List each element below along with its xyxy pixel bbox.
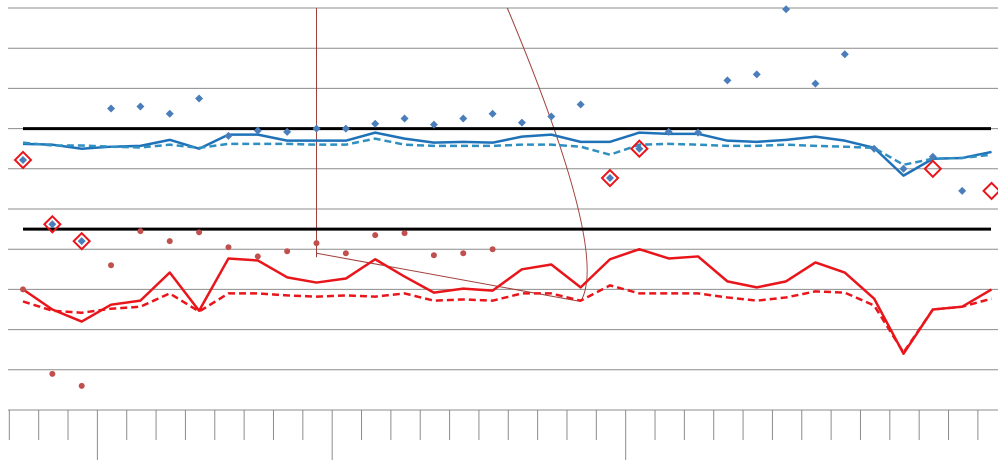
- red-line-series: [22, 247, 993, 355]
- data-point-circle: [254, 253, 261, 260]
- flagged-point-marker: [923, 159, 943, 179]
- data-point-diamond: [77, 237, 86, 246]
- data-point-circle: [196, 229, 203, 236]
- reference-lines: [23, 127, 991, 231]
- data-point-diamond: [752, 70, 761, 79]
- data-point-diamond: [488, 109, 497, 118]
- data-point-diamond: [400, 114, 409, 123]
- data-point-circle: [20, 286, 26, 293]
- annotation-curve: [506, 7, 588, 302]
- data-point-diamond: [928, 152, 937, 161]
- data-point-diamond: [253, 126, 262, 135]
- data-point-circle: [313, 240, 320, 247]
- flagged-point-marker: [982, 181, 998, 201]
- data-point-diamond: [195, 94, 204, 103]
- data-point-diamond: [371, 119, 380, 128]
- data-point-circle: [342, 250, 349, 257]
- data-point-diamond: [429, 120, 438, 129]
- flagged-point-marker: [629, 139, 649, 159]
- data-point-diamond: [723, 76, 732, 85]
- data-point-diamond: [312, 124, 321, 133]
- data-point-circle: [284, 248, 291, 255]
- flagged-point-marker: [72, 231, 92, 251]
- data-point-circle: [372, 232, 379, 239]
- flagged-point-marker: [600, 168, 620, 188]
- data-point-circle: [489, 246, 496, 253]
- data-point-circle: [137, 228, 144, 235]
- annotations: [316, 7, 588, 302]
- x-axis: [8, 409, 998, 460]
- data-point-circle: [401, 230, 408, 237]
- markers-group: [13, 5, 998, 389]
- data-point-diamond: [107, 104, 116, 113]
- data-point-diamond: [165, 109, 174, 118]
- data-point-diamond: [136, 102, 145, 111]
- blue-line-series: [22, 131, 992, 177]
- data-point-diamond: [870, 144, 879, 153]
- data-point-diamond: [899, 164, 908, 173]
- data-point-diamond: [517, 118, 526, 127]
- data-point-diamond: [48, 220, 57, 229]
- data-point-diamond: [224, 131, 233, 140]
- data-point-diamond: [811, 79, 820, 88]
- blue-dashed-series: [22, 137, 992, 167]
- data-point-diamond: [958, 186, 967, 195]
- data-point-diamond: [576, 100, 585, 109]
- data-point-diamond: [606, 174, 614, 183]
- data-point-circle: [108, 262, 115, 269]
- data-point-circle: [166, 238, 173, 245]
- data-point-circle: [460, 250, 467, 257]
- data-point-circle: [49, 370, 56, 377]
- data-point-diamond: [341, 124, 350, 133]
- red-dashed-series: [22, 284, 992, 354]
- data-point-diamond: [635, 144, 644, 153]
- data-point-diamond: [459, 114, 468, 123]
- data-point-circle: [430, 252, 437, 259]
- data-point-circle: [225, 244, 232, 251]
- data-point-circle: [78, 382, 85, 389]
- series-group: [22, 131, 993, 355]
- data-point-diamond: [283, 127, 292, 136]
- flagged-point-marker: [42, 214, 62, 234]
- data-point-diamond: [547, 112, 556, 121]
- data-point-diamond: [782, 5, 791, 14]
- grid: [8, 7, 998, 411]
- annotation-curve: [316, 252, 581, 302]
- data-point-diamond: [19, 155, 27, 164]
- data-point-diamond: [664, 127, 673, 136]
- flagged-point-marker: [13, 150, 33, 170]
- data-point-diamond: [840, 50, 849, 59]
- data-point-diamond: [694, 128, 703, 137]
